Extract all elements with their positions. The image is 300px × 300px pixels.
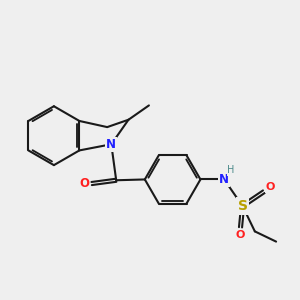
Text: O: O [79,177,89,190]
Text: O: O [235,230,244,240]
Text: H: H [227,165,234,176]
Text: S: S [238,199,248,213]
Text: N: N [219,173,229,186]
Text: O: O [266,182,275,192]
Text: N: N [106,138,116,151]
